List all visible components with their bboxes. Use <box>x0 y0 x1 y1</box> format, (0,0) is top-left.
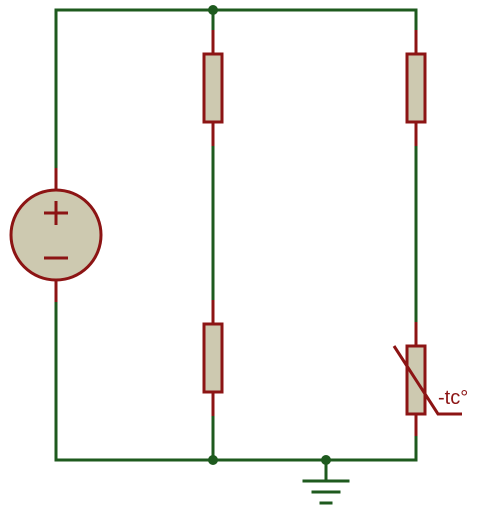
resistor-top-right <box>405 30 427 146</box>
junction-bottom-middle <box>208 455 218 465</box>
junction-ground <box>321 455 331 465</box>
voltage-source <box>9 168 103 302</box>
junctions <box>208 5 331 465</box>
thermistor-slash <box>392 345 462 416</box>
resistor-top-middle <box>202 30 224 146</box>
ground-symbol <box>302 479 350 505</box>
thermistor-label: -tc° <box>438 387 468 409</box>
junction-top <box>208 5 218 15</box>
resistor-top-middle-body <box>202 52 224 124</box>
resistor-top-right-body <box>405 52 427 124</box>
resistor-bottom-middle-body <box>202 322 224 394</box>
wires <box>54 8 418 482</box>
resistor-bottom-middle <box>202 300 224 416</box>
thermistor: -tc° <box>392 322 468 436</box>
voltage-source-body <box>9 188 103 282</box>
